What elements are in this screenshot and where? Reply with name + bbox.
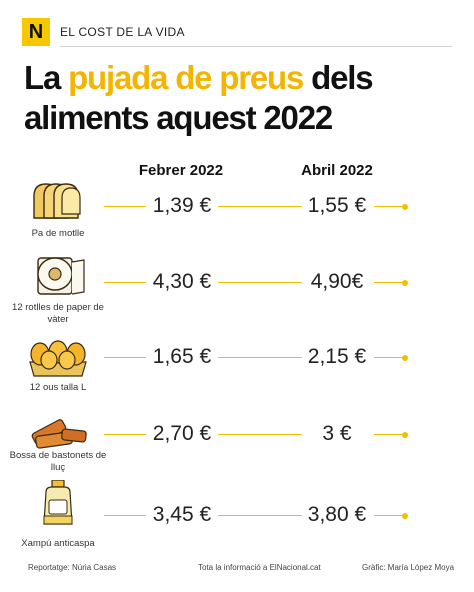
price-row: 12 ous talla L 1,65 € 2,15 € [0, 332, 474, 412]
connector-line [218, 434, 302, 436]
item-label: Bossa de bastonets de lluç [9, 450, 107, 473]
price-feb: 1,39 € [152, 194, 212, 217]
price-apr: 3,80 € [307, 503, 367, 526]
price-feb: 1,65 € [152, 345, 212, 368]
price-feb: 3,45 € [152, 503, 212, 526]
end-dot [402, 512, 408, 519]
shampoo-icon [28, 479, 88, 528]
item-label: Pa de motlle [31, 228, 85, 239]
connector-line [374, 515, 404, 517]
section-divider [60, 46, 452, 47]
price-row: Bossa de bastonets de lluç 2,70 € 3 € [0, 410, 474, 490]
end-dot [402, 354, 408, 361]
item-label: 12 ous talla L [29, 382, 87, 393]
price-apr: 3 € [322, 422, 352, 445]
column-header-feb: Febrer 2022 [138, 162, 224, 179]
footer-graphic: Gràfic: María López Moya [362, 563, 455, 572]
toilet-paper-icon [28, 252, 88, 300]
connector-line [218, 206, 302, 208]
eggs-icon [28, 332, 88, 380]
end-dot [402, 279, 408, 286]
price-feb: 2,70 € [152, 422, 212, 445]
title-highlight: pujada de preus [68, 59, 304, 96]
connector-line [374, 434, 404, 436]
connector-line [104, 434, 146, 436]
bread-icon [28, 178, 88, 226]
connector-line [104, 282, 146, 284]
column-header-apr: Abril 2022 [301, 162, 373, 179]
fish-sticks-icon [28, 410, 88, 458]
connector-line [218, 357, 302, 359]
title-part1: La [24, 59, 69, 96]
title-part2: dels aliments aquest 2022 [24, 59, 374, 136]
item-label: 12 rotlles de paper de vàter [12, 302, 104, 325]
footer-credit: Reportatge: Núria Casas [28, 563, 117, 572]
connector-line [374, 357, 404, 359]
price-apr: 1,55 € [307, 194, 367, 217]
price-row: Pa de motlle 1,39 € 1,55 € [0, 178, 474, 258]
connector-line [104, 206, 146, 208]
connector-line [374, 206, 404, 208]
connector-line [218, 282, 302, 284]
price-row: Xampú anticaspa 3,45 € 3,80 € [0, 478, 474, 558]
connector-line [104, 515, 146, 517]
section-label: EL COST DE LA VIDA [60, 25, 185, 39]
brand-logo: N [22, 18, 50, 46]
page-title: La pujada de preus dels aliments aquest … [24, 58, 464, 138]
footer-info: Tota la informació a ElNacional.cat [198, 563, 321, 572]
end-dot [402, 203, 408, 210]
price-row: 12 rotlles de paper de vàter 4,30 € 4,90… [0, 252, 474, 332]
end-dot [402, 431, 408, 438]
item-label: Xampú anticaspa [21, 538, 95, 549]
price-feb: 4,30 € [152, 270, 212, 293]
connector-line [218, 515, 302, 517]
price-apr: 4,90€ [310, 270, 364, 293]
top-bar: N EL COST DE LA VIDA [22, 18, 452, 48]
connector-line [104, 357, 146, 359]
price-apr: 2,15 € [307, 345, 367, 368]
connector-line [374, 282, 404, 284]
